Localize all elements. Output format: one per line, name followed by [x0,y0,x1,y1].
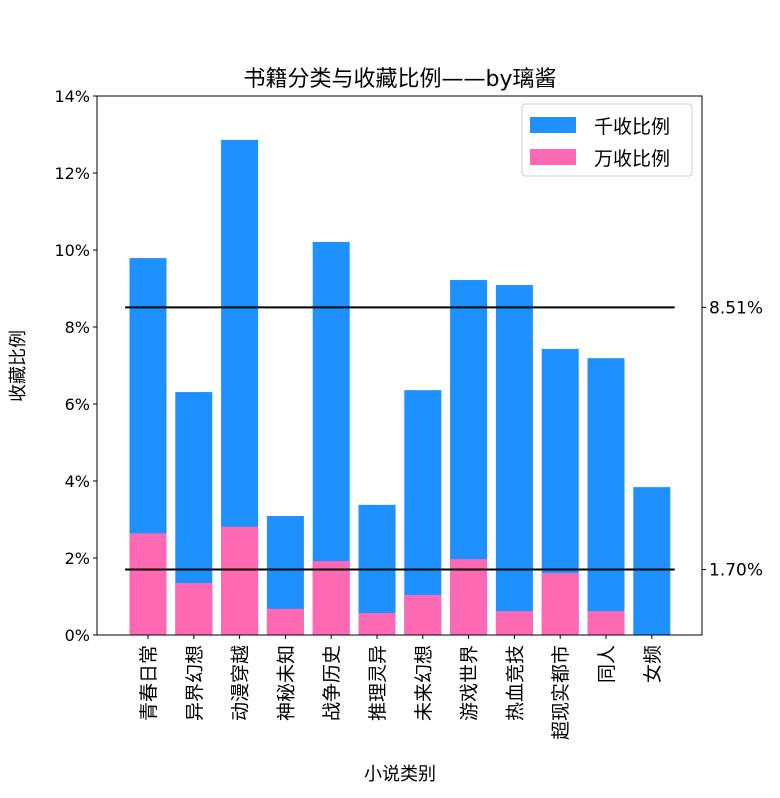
bar-series-0-8 [495,285,533,635]
legend-label-series-1: 万收比例 [594,148,670,170]
hline-tick-label: 8.51% [709,298,763,318]
bar-series-1-0 [129,533,167,635]
plot-frame [96,95,703,636]
y-axis-ticks: 0% 2% 4% 6% 8% 10% 12% 14% [54,87,97,645]
x-axis-ticks: 青春日常 异界幻想 动漫穿越 神秘未知 战争历史 推理灵异 未来幻想 游戏世界 热血竞技 超现实都… [138,635,664,740]
x-tick-label: 超现实都市 [550,645,572,740]
bar-series-0-10 [587,358,625,635]
legend-label-series-0: 千收比例 [594,116,670,138]
bar-series-1-5 [358,613,396,635]
y-tick-label: 14% [54,87,90,106]
bars [129,139,671,636]
x-tick-label: 战争历史 [321,645,343,721]
y-tick-label: 2% [65,549,90,568]
bar-series-1-2 [221,526,259,635]
bar-series-1-1 [175,583,213,635]
hline-tick-label: 1.70% [709,561,763,581]
x-tick-label: 游戏世界 [459,645,481,721]
x-tick-label: 同人 [596,645,618,683]
x-tick-label: 热血竞技 [504,645,526,721]
x-tick-label: 未来幻想 [413,645,435,721]
x-tick-label: 异界幻想 [184,645,206,721]
x-tick-label: 青春日常 [138,645,160,721]
bar-series-1-10 [587,611,625,635]
bar-series-1-3 [266,608,304,635]
legend: 千收比例 万收比例 [521,103,693,177]
x-tick-label: 女频 [642,645,664,683]
bar-series-0-6 [404,390,442,635]
bar-series-1-7 [450,559,488,635]
bar-series-1-8 [495,611,533,635]
y-tick-label: 10% [54,241,90,260]
y-tick-label: 12% [54,164,90,183]
bar-series-1-6 [404,594,442,635]
x-tick-label: 动漫穿越 [230,645,252,721]
y-tick-label: 8% [65,318,90,337]
y-tick-label: 4% [65,472,90,491]
legend-swatch-series-0 [530,117,576,133]
bar-series-1-4 [312,561,350,635]
x-axis-label: 小说类别 [364,764,436,785]
y-tick-label: 6% [65,395,90,414]
chart-title: 书籍分类与收藏比例——by璃酱 [244,67,557,92]
x-tick-label: 推理灵异 [367,645,389,721]
x-tick-label: 神秘未知 [275,645,297,721]
y-tick-label: 0% [65,626,90,645]
legend-swatch-series-1 [530,149,576,165]
bar-series-0-11 [633,487,671,635]
bar-series-1-9 [541,573,579,635]
y-axis-label: 收藏比例 [8,330,29,402]
reference-lines: 8.51% 1.70% [125,298,763,581]
